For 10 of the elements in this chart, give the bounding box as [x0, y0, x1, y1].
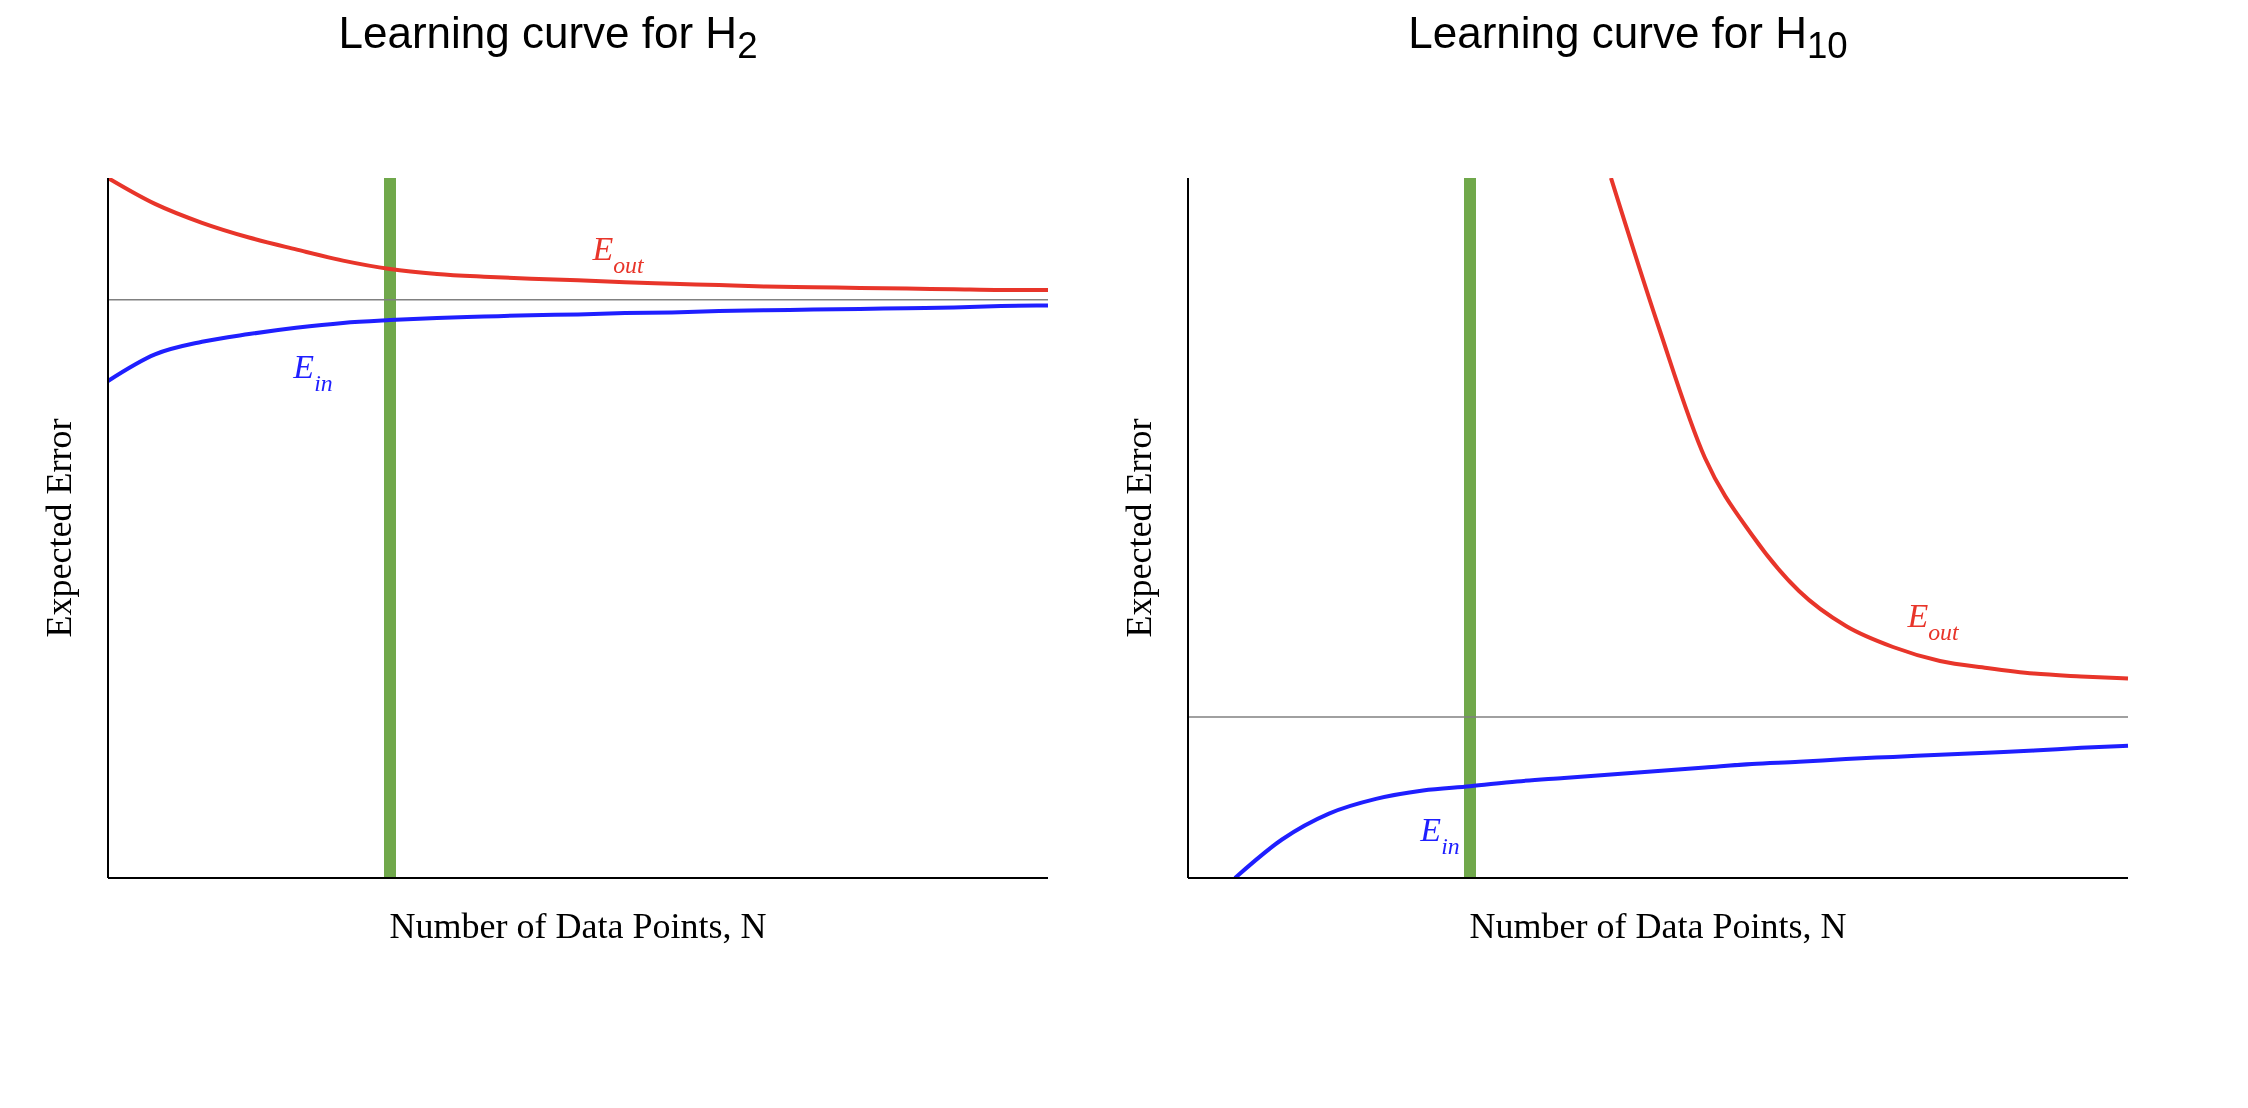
y-axis-title: Expected Error [38, 418, 79, 638]
y-axis-title: Expected Error [1118, 418, 1159, 638]
x-axis-title: Number of Data Points, N [389, 906, 767, 946]
x-axis-title: Number of Data Points, N [1469, 906, 1847, 946]
series-label: E$_{in}$ [1419, 811, 1460, 860]
chart-title: Learning curve for H$_{2}$ [337, 8, 759, 68]
series-label: E$_{out}$ [591, 230, 645, 279]
series-label: E$_{out}$ [1906, 597, 1960, 645]
series-label: E$_{in}$ [292, 347, 333, 396]
chart-title: Learning curve for H$_{10}$ [1407, 8, 1849, 68]
